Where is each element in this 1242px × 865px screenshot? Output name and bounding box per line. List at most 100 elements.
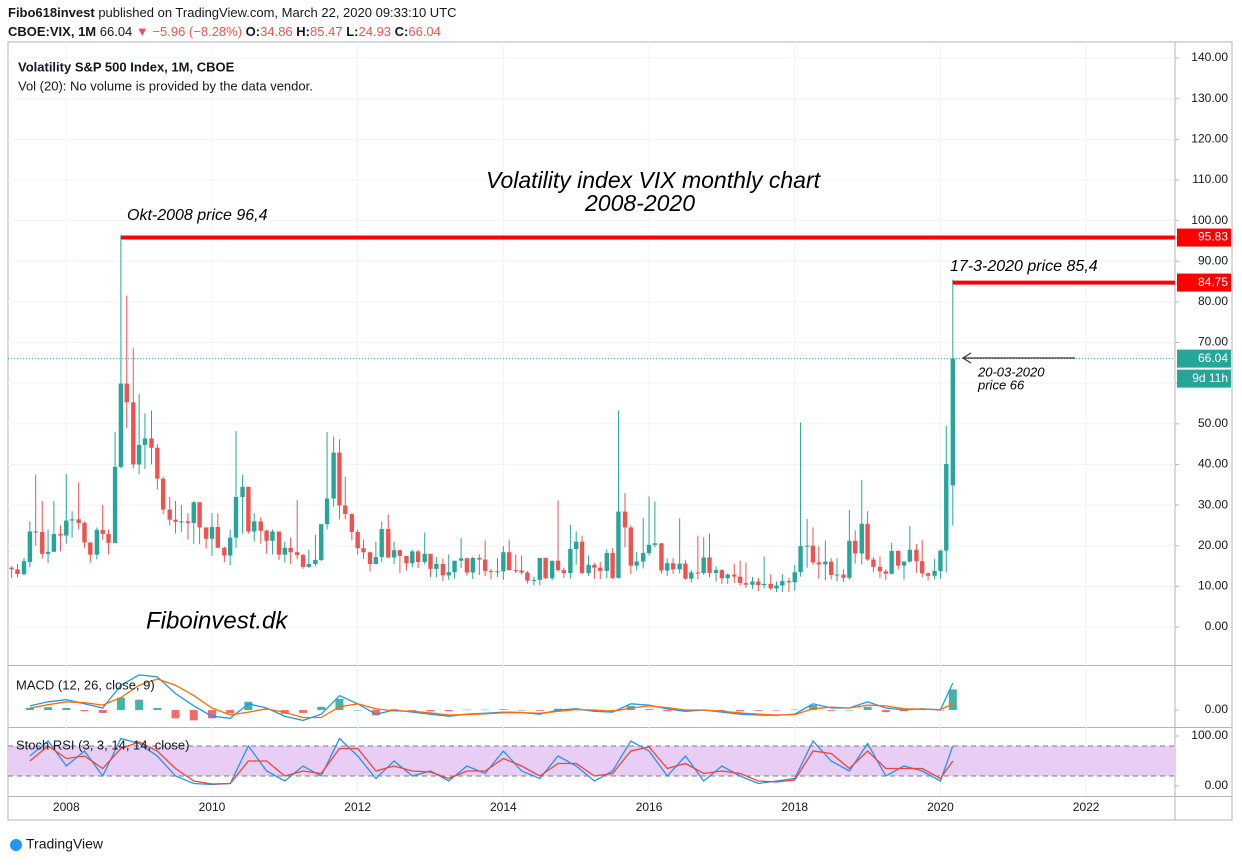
candle-body — [21, 561, 27, 575]
candle-body — [689, 572, 694, 579]
candle-body — [386, 529, 391, 558]
candle-body — [40, 531, 45, 554]
histogram-bar — [317, 706, 326, 711]
candle-body — [810, 545, 816, 563]
published: published on TradingView.com, March 22, … — [98, 5, 456, 20]
candle-body — [349, 514, 355, 532]
candle-body — [938, 550, 943, 571]
candle-body — [737, 576, 743, 584]
candle-body — [404, 555, 409, 564]
x-tick-label: 2014 — [490, 800, 517, 814]
histogram-bar — [444, 710, 453, 712]
indicator-line — [29, 737, 954, 786]
y-tick-label: 130.00 — [1191, 91, 1228, 105]
histogram-bar — [948, 689, 957, 711]
candle-body — [324, 498, 330, 525]
ohlc-label: C: — [395, 24, 409, 39]
candle-body — [227, 537, 233, 556]
ohlc-label: O: — [246, 24, 260, 39]
candle-body — [944, 464, 949, 551]
annotation: Okt-2008 price 96,4 — [127, 207, 268, 224]
histogram-bar — [808, 705, 817, 711]
countdown-label: 9d 11h — [1192, 371, 1228, 385]
candle-body — [750, 581, 755, 585]
candle-body — [397, 550, 403, 556]
candle-body — [950, 358, 956, 486]
histogram-bar — [171, 710, 180, 719]
candle-body — [713, 570, 719, 573]
y-tick-label: 110.00 — [1192, 172, 1228, 186]
candle-body — [58, 533, 63, 536]
candle-body — [659, 543, 664, 571]
candle-body — [276, 531, 282, 555]
candle-body — [142, 438, 148, 445]
histogram-bar — [717, 710, 726, 711]
candle-body — [452, 560, 457, 573]
candle-body — [513, 570, 518, 572]
candle-body — [920, 561, 925, 574]
candle-body — [859, 523, 864, 554]
candle-body — [804, 545, 810, 547]
histogram-bar — [736, 710, 745, 712]
footer-brand: TradingView — [26, 836, 104, 852]
candle-body — [282, 547, 288, 555]
candle-body — [64, 520, 69, 536]
candle-body — [209, 527, 215, 539]
candle-body — [677, 563, 682, 570]
plot-area — [8, 42, 1175, 796]
candle-body — [112, 466, 118, 543]
candle-body — [555, 560, 561, 571]
candle-body — [816, 562, 821, 565]
candle-body — [604, 553, 609, 571]
candle-body — [288, 547, 293, 553]
candle-body — [853, 540, 858, 554]
histogram-bar — [244, 701, 253, 711]
histogram-bar — [754, 710, 763, 711]
x-tick-label: 2016 — [636, 800, 663, 814]
annotation: 20-03-2020 — [977, 364, 1045, 379]
x-tick-label: 2012 — [344, 800, 371, 814]
candle-body — [191, 502, 196, 523]
histogram-bar — [426, 710, 435, 712]
histogram-bar — [499, 709, 508, 711]
countdown-box — [1177, 369, 1231, 388]
candle-body — [877, 566, 883, 572]
candle-body — [628, 527, 634, 566]
symbol-arrow: ▼ — [136, 24, 149, 39]
candle-body — [695, 572, 701, 574]
histogram-bar — [863, 706, 872, 711]
candle-body — [725, 574, 730, 579]
candle-body — [889, 551, 894, 574]
candle-body — [574, 541, 579, 549]
candle-body — [45, 551, 51, 554]
y-tick-label: 120.00 — [1191, 132, 1228, 146]
ohlc-value: 34.86 — [260, 24, 293, 39]
annotation-title: Volatility index VIX monthly chart — [486, 167, 822, 193]
candle-body — [94, 529, 100, 555]
candle-body — [446, 572, 451, 576]
candle-body — [136, 444, 142, 465]
candle-body — [707, 557, 712, 573]
last-price-label: 66.04 — [1198, 351, 1228, 365]
candle-body — [932, 570, 937, 576]
candle-body — [428, 553, 433, 569]
candle-body — [732, 574, 737, 577]
histogram-bar — [827, 710, 836, 711]
candle-body — [215, 527, 220, 548]
y-tick-label: 10.00 — [1198, 579, 1228, 593]
candle-body — [440, 564, 446, 576]
candle-body — [501, 552, 506, 572]
chart-frame — [7, 41, 1233, 821]
ohlc-label: L: — [346, 24, 358, 39]
candle-body — [76, 519, 81, 523]
x-tick-label: 2018 — [781, 800, 808, 814]
candle-body — [756, 581, 761, 586]
y-tick-label: 100.00 — [1191, 728, 1228, 742]
candle-body — [531, 579, 537, 581]
price-label-box — [1177, 228, 1231, 247]
histogram-bar — [80, 710, 89, 712]
candle-body — [561, 570, 567, 573]
footer-logo: TradingView — [10, 836, 104, 852]
candle-body — [592, 564, 597, 568]
candle-body — [683, 563, 688, 579]
